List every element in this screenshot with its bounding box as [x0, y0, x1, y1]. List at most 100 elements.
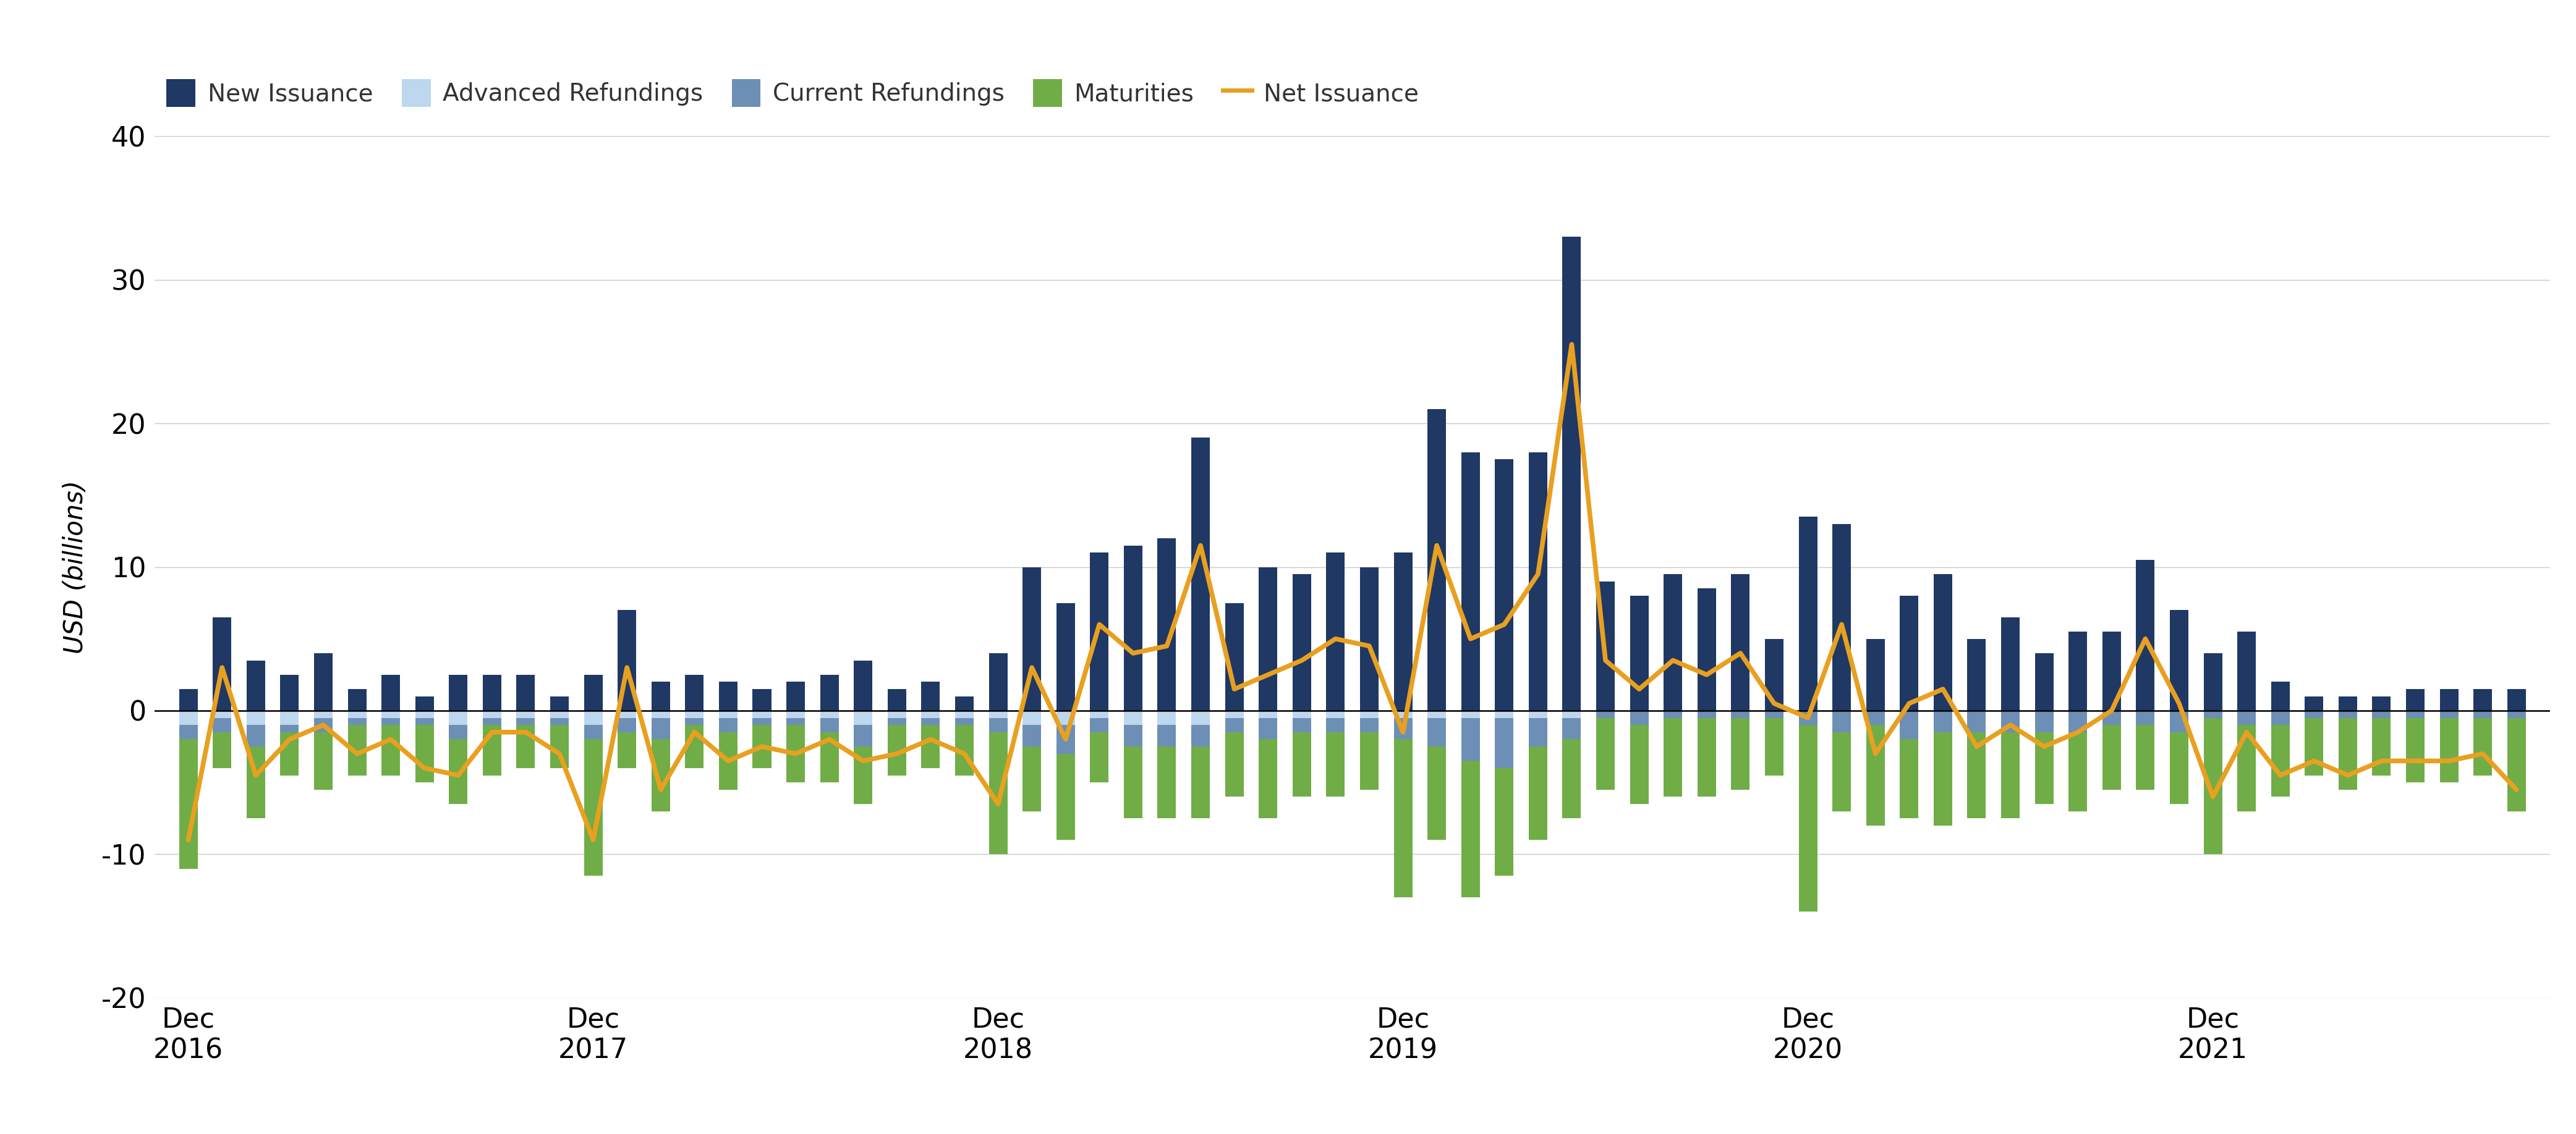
Bar	[551, 718, 569, 725]
Bar	[281, 725, 299, 733]
Bar	[1528, 452, 1548, 711]
Bar	[2473, 711, 2491, 718]
Bar	[2372, 718, 2391, 776]
Bar	[1090, 733, 1108, 782]
Bar	[2339, 696, 2357, 711]
Bar	[719, 733, 737, 789]
Bar	[585, 675, 603, 711]
Bar	[1798, 725, 1816, 912]
Bar	[1090, 552, 1108, 711]
Bar	[2136, 711, 2154, 725]
Bar	[1564, 237, 1582, 711]
Bar	[314, 733, 332, 789]
Bar	[1056, 603, 1074, 711]
Bar	[247, 746, 265, 819]
Bar	[2002, 711, 2020, 733]
Bar	[1901, 739, 1919, 819]
Bar	[685, 675, 703, 711]
Bar	[381, 725, 399, 776]
Bar	[1597, 718, 1615, 789]
Bar	[618, 711, 636, 718]
Bar	[2069, 632, 2087, 711]
Bar	[853, 660, 873, 711]
Bar	[1190, 725, 1211, 746]
Bar	[178, 711, 198, 725]
Bar	[381, 675, 399, 711]
Bar	[1494, 711, 1515, 718]
Bar	[1394, 739, 1412, 897]
Bar	[989, 653, 1007, 711]
Bar	[348, 725, 366, 776]
Bar	[1798, 711, 1816, 725]
Bar	[1698, 711, 1716, 718]
Bar	[1461, 718, 1479, 761]
Bar	[214, 711, 232, 718]
Bar	[1023, 567, 1041, 711]
Bar	[415, 696, 433, 711]
Bar	[956, 711, 974, 718]
Bar	[786, 682, 804, 711]
Bar	[448, 711, 466, 725]
Bar	[853, 746, 873, 804]
Bar	[1360, 711, 1378, 718]
Bar	[1157, 539, 1177, 711]
Bar	[889, 689, 907, 711]
Bar	[482, 711, 502, 718]
Bar	[989, 733, 1007, 854]
Bar	[2439, 689, 2458, 711]
Bar	[1968, 711, 1986, 733]
Bar	[719, 718, 737, 733]
Bar	[2169, 610, 2190, 711]
Bar	[1631, 711, 1649, 725]
Bar	[652, 682, 670, 711]
Bar	[2239, 711, 2257, 725]
Bar	[482, 725, 502, 776]
Bar	[1293, 574, 1311, 711]
Bar	[482, 675, 502, 711]
Bar	[1394, 552, 1412, 711]
Bar	[1631, 595, 1649, 711]
Bar	[1427, 746, 1445, 840]
Bar	[1360, 567, 1378, 711]
Bar	[1327, 718, 1345, 733]
Bar	[2202, 718, 2223, 854]
Bar	[786, 711, 804, 718]
Bar	[1190, 438, 1211, 711]
Bar	[1528, 746, 1548, 840]
Bar	[2306, 696, 2324, 711]
Bar	[685, 711, 703, 718]
Bar	[1765, 718, 1783, 776]
Bar	[247, 725, 265, 746]
Bar	[1394, 711, 1412, 718]
Bar	[685, 725, 703, 768]
Bar	[618, 718, 636, 733]
Bar	[956, 718, 974, 725]
Bar	[1327, 711, 1345, 718]
Bar	[247, 711, 265, 725]
Bar	[1901, 711, 1919, 739]
Bar	[2439, 711, 2458, 718]
Bar	[989, 718, 1007, 733]
Bar	[685, 718, 703, 725]
Bar	[2239, 725, 2257, 811]
Bar	[1123, 746, 1141, 819]
Bar	[1090, 718, 1108, 733]
Bar	[515, 711, 536, 718]
Bar	[1698, 718, 1716, 797]
Bar	[2102, 711, 2120, 725]
Bar	[1731, 574, 1749, 711]
Bar	[2473, 718, 2491, 776]
Bar	[585, 725, 603, 739]
Bar	[1427, 718, 1445, 746]
Bar	[2473, 689, 2491, 711]
Bar	[1597, 582, 1615, 711]
Bar	[2069, 733, 2087, 811]
Bar	[1056, 725, 1074, 754]
Bar	[1226, 733, 1244, 797]
Bar	[314, 718, 332, 733]
Bar	[448, 725, 466, 739]
Bar	[2406, 689, 2424, 711]
Bar	[1494, 718, 1515, 768]
Bar	[2169, 711, 2190, 733]
Bar	[1293, 733, 1311, 797]
